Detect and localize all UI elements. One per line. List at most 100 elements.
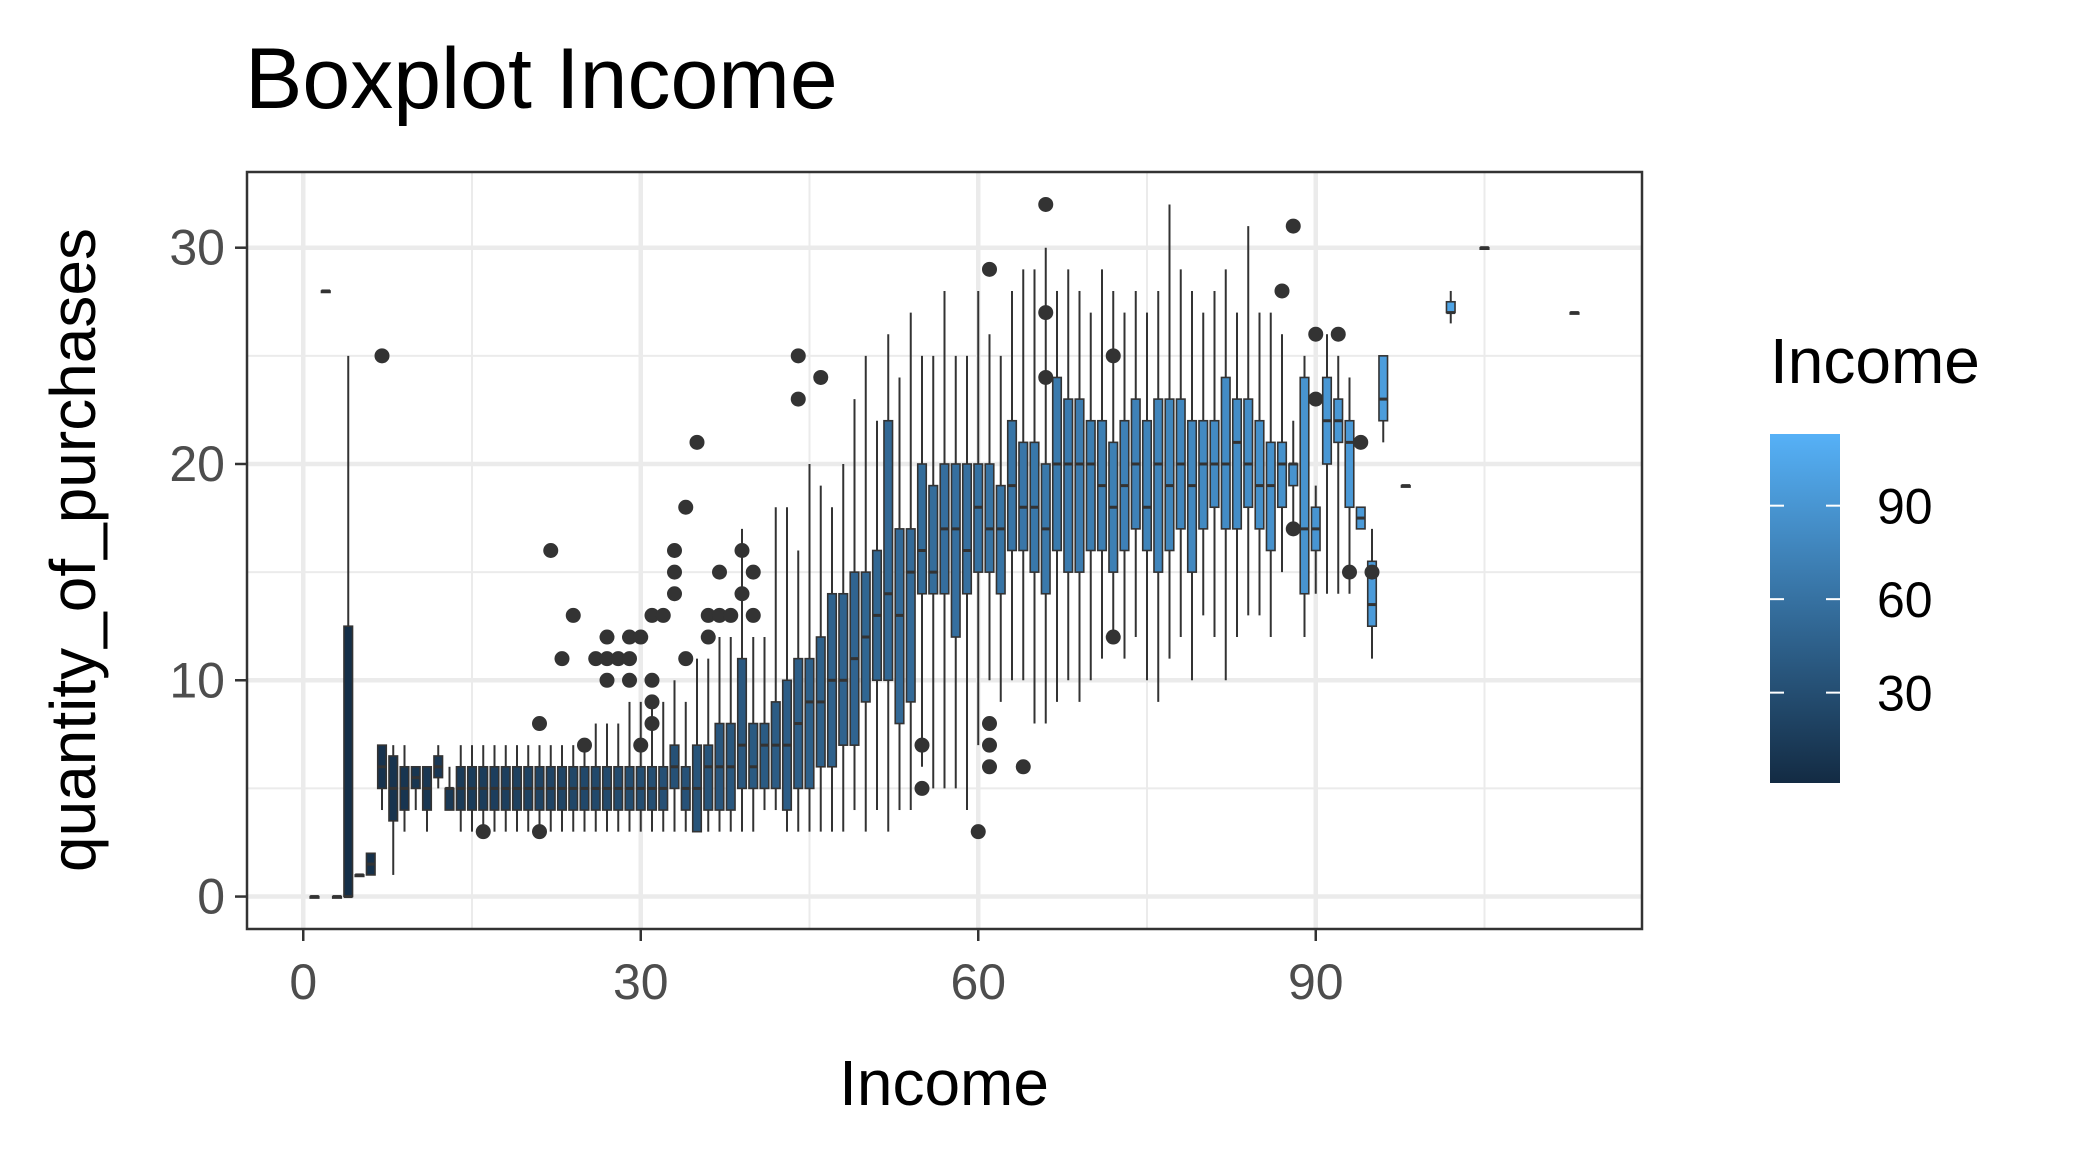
legend-title: Income: [1770, 325, 1980, 397]
box-outlier: [644, 694, 660, 710]
box-body: [736, 657, 748, 790]
plot-panel: [245, 170, 1644, 931]
box-body: [928, 484, 939, 595]
box-group: [939, 290, 950, 789]
box-outlier: [1308, 326, 1324, 342]
box-group: [466, 745, 478, 832]
box-body: [1254, 419, 1265, 530]
legend-label: 60: [1877, 572, 1933, 628]
box-outlier: [700, 607, 716, 623]
box-outlier: [532, 824, 547, 840]
box-group: [1141, 312, 1153, 681]
box-group: [1342, 377, 1357, 594]
box-outlier: [1038, 196, 1054, 212]
box-group: [565, 607, 581, 832]
box-group: [1153, 290, 1164, 702]
box-group: [838, 463, 849, 832]
box-outlier: [982, 737, 997, 753]
box-outlier: [667, 586, 682, 602]
box-group: [655, 607, 671, 832]
box-group: [1085, 312, 1096, 681]
box-group: [849, 399, 860, 811]
box-body: [1366, 560, 1378, 627]
box-body: [1445, 300, 1456, 314]
box-outlier: [745, 607, 761, 623]
box-outlier: [790, 348, 806, 364]
box-outlier: [689, 434, 705, 450]
box-body: [973, 463, 984, 573]
box-group: [500, 745, 511, 832]
box-outlier: [667, 564, 682, 580]
box-outlier: [982, 261, 997, 277]
box-group: [1243, 226, 1254, 616]
box-body: [995, 484, 1006, 595]
panel-border: [245, 170, 1644, 931]
box-group: [577, 737, 592, 832]
box-outlier: [655, 607, 671, 623]
box-group: [489, 745, 500, 832]
box-outlier: [678, 499, 694, 515]
box-outlier: [644, 607, 660, 623]
box-group: [511, 745, 523, 832]
box-outlier: [599, 629, 615, 645]
box-outlier: [644, 672, 660, 688]
box-body: [1186, 419, 1198, 573]
legend: Income 90 60 30: [1770, 325, 1980, 783]
box-body: [444, 787, 455, 811]
box-group: [1364, 528, 1380, 659]
box-group: [1130, 290, 1141, 638]
box-group: [905, 312, 916, 811]
box-group: [759, 637, 770, 811]
box-outlier: [543, 543, 559, 558]
x-axis: 0 30 60 90: [289, 929, 1344, 1010]
box-outlier: [678, 651, 694, 667]
box-group: [1051, 290, 1063, 702]
box-body: [894, 528, 905, 725]
box-outlier: [914, 780, 930, 796]
box-group: [1105, 290, 1121, 645]
box-body: [703, 744, 714, 811]
box-group: [331, 895, 343, 899]
box-outlier: [914, 737, 930, 753]
box-body: [950, 463, 961, 638]
box-body: [759, 722, 770, 790]
box-group: [712, 564, 727, 832]
box-group: [599, 629, 615, 832]
box-body: [838, 592, 849, 746]
box-group: [1265, 312, 1276, 638]
box-body: [984, 463, 995, 573]
box-group: [433, 745, 444, 789]
box-body: [1276, 441, 1288, 509]
box-outlier: [622, 651, 637, 667]
box-group: [883, 334, 894, 832]
box-group: [374, 348, 390, 811]
box-outlier: [1285, 521, 1301, 537]
box-outlier: [982, 759, 997, 775]
x-tick-label: 0: [289, 954, 317, 1010]
box-outlier: [1274, 283, 1290, 299]
box-body: [804, 657, 815, 790]
box-group: [644, 607, 660, 832]
box-group: [1186, 290, 1198, 681]
box-outlier: [712, 564, 727, 580]
box-group: [1569, 311, 1580, 315]
box-body: [905, 528, 916, 703]
box-group: [928, 355, 939, 789]
box-group: [1308, 326, 1324, 594]
box-outlier: [475, 824, 491, 840]
box-layer: [309, 196, 1580, 899]
box-group: [894, 377, 905, 811]
box-group: [1029, 269, 1040, 724]
box-group: [1274, 283, 1290, 573]
box-body: [1141, 419, 1153, 552]
box-group: [633, 629, 649, 832]
box-group: [421, 765, 433, 832]
box-group: [1254, 312, 1265, 616]
box-group: [622, 629, 637, 832]
legend-ticks: 90 60 30: [1770, 479, 1933, 722]
box-group: [1015, 269, 1031, 775]
box-group: [1231, 312, 1243, 638]
box-body: [961, 463, 973, 595]
box-body: [343, 625, 354, 898]
box-group: [410, 765, 421, 811]
